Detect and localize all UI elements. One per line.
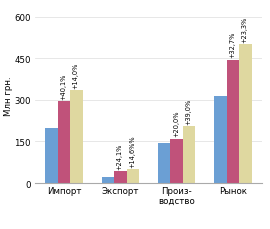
Text: +23,3%: +23,3%: [242, 17, 248, 43]
Bar: [70, 91, 83, 183]
Bar: [239, 45, 252, 183]
Bar: [158, 143, 170, 183]
Bar: [127, 169, 139, 183]
Text: +14,6%%: +14,6%%: [129, 135, 135, 167]
Bar: [102, 177, 114, 183]
Bar: [214, 96, 227, 183]
Text: +39,0%: +39,0%: [185, 98, 191, 124]
Bar: [114, 172, 127, 183]
Text: +14,0%: +14,0%: [73, 62, 79, 88]
Bar: [58, 102, 70, 183]
Bar: [170, 139, 183, 183]
Text: +24,1%: +24,1%: [117, 143, 123, 169]
Text: +20,0%: +20,0%: [173, 110, 179, 137]
Bar: [227, 60, 239, 183]
Text: +32,7%: +32,7%: [230, 32, 235, 58]
Y-axis label: Млн грн.: Млн грн.: [4, 76, 13, 116]
Bar: [183, 127, 195, 183]
Bar: [45, 128, 58, 183]
Text: +40,1%: +40,1%: [60, 73, 66, 99]
